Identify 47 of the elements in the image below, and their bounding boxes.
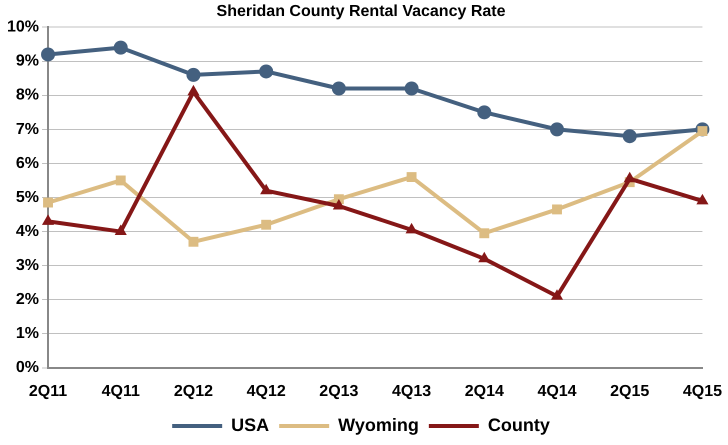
point: [261, 220, 272, 230]
y-tick-label: 6%: [16, 154, 40, 172]
y-tick-label: 0%: [16, 359, 40, 376]
y-tick-label: 4%: [16, 222, 40, 240]
x-tick-label: 4Q12: [246, 382, 286, 400]
x-tick-label: 2Q12: [174, 382, 214, 400]
x-tick-label: 2Q14: [464, 382, 504, 400]
point: [188, 236, 198, 247]
x-tick-label: 2Q15: [610, 382, 650, 400]
y-tick-label: 1%: [16, 325, 40, 342]
y-tick-label: 7%: [16, 120, 40, 138]
point: [332, 82, 346, 96]
legend-label: Wyoming: [338, 414, 419, 435]
point: [622, 129, 637, 144]
legend-label: County: [488, 414, 550, 435]
point: [41, 47, 56, 62]
point: [696, 194, 708, 204]
point: [114, 224, 127, 236]
point: [260, 184, 272, 194]
point: [186, 68, 200, 82]
point: [479, 228, 490, 238]
point: [259, 64, 274, 78]
y-tick-label: 8%: [16, 86, 40, 104]
y-tick-label: 9%: [16, 52, 40, 70]
y-tick-label: 3%: [16, 257, 40, 274]
x-tick-label: 4Q14: [537, 382, 577, 400]
legend-label: USA: [231, 414, 270, 435]
point: [404, 82, 419, 96]
y-tick-label: 10%: [6, 18, 40, 36]
x-tick-label: 4Q15: [682, 382, 722, 400]
chart-title: Sheridan County Rental Vacancy Rate: [216, 3, 506, 20]
x-tick-label: 2Q11: [28, 382, 68, 400]
point: [624, 172, 636, 182]
point: [550, 289, 564, 300]
point: [43, 198, 53, 208]
y-tick-label: 5%: [16, 188, 40, 206]
point: [477, 105, 492, 120]
x-tick-label: 4Q11: [102, 382, 140, 400]
point: [552, 204, 562, 214]
y-tick-label: 2%: [16, 291, 40, 308]
point: [550, 122, 564, 136]
point: [42, 214, 54, 225]
point: [406, 172, 417, 182]
point: [114, 40, 128, 55]
x-tick-label: 4Q13: [392, 382, 432, 400]
point: [116, 176, 126, 186]
x-tick-label: 2Q13: [319, 382, 359, 400]
